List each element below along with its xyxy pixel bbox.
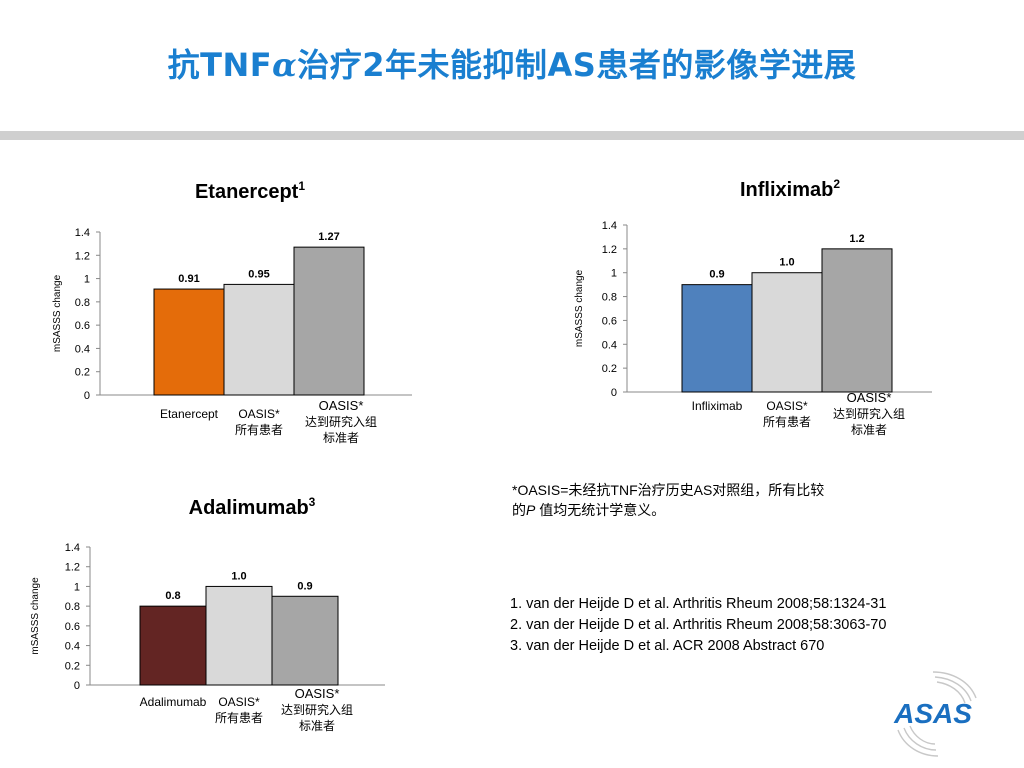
y-axis-label: mSASSS change bbox=[574, 269, 585, 347]
reference-item: 3. van der Heijde D et al. ACR 2008 Abst… bbox=[510, 638, 825, 654]
category-label: 达到研究入组 bbox=[833, 406, 905, 421]
title-suffix: 治疗2年未能抑制AS患者的影像学进展 bbox=[297, 46, 857, 84]
y-tick-label: 1 bbox=[84, 274, 90, 286]
y-axis-label: mSASSS change bbox=[30, 577, 41, 655]
chart-title-superscript: 3 bbox=[309, 495, 316, 509]
category-label: OASIS* bbox=[238, 407, 280, 421]
bar bbox=[821, 248, 893, 393]
logo-text: ASAS bbox=[893, 698, 972, 729]
footnote-line-1: *OASIS=未经抗TNF治疗历史AS对照组，所有比较 bbox=[512, 482, 825, 498]
y-tick-label: 0.8 bbox=[75, 297, 90, 309]
chart-title-text: Etanercept bbox=[195, 181, 299, 203]
chart-title-superscript: 2 bbox=[833, 177, 840, 191]
y-tick-label: 0.6 bbox=[602, 315, 617, 327]
bar-value-label: 1.0 bbox=[779, 257, 794, 269]
bar-value-label: 0.9 bbox=[709, 269, 724, 281]
y-tick-label: 0.4 bbox=[75, 343, 90, 355]
logo-swirl bbox=[897, 671, 977, 757]
chart-title-text: Adalimumab bbox=[189, 497, 309, 519]
footnote-p-symbol: P bbox=[526, 502, 536, 518]
footnote-line-2: 的P 值均无统计学意义。 bbox=[512, 500, 912, 520]
title-divider bbox=[0, 131, 1024, 140]
y-tick-label: 0.2 bbox=[602, 363, 617, 375]
y-tick-label: 1.4 bbox=[602, 220, 617, 232]
category-label: OASIS* bbox=[218, 695, 260, 709]
chart-title: Infliximab2 bbox=[740, 177, 840, 201]
y-tick-label: 0.4 bbox=[65, 641, 80, 653]
y-tick-label: 0.6 bbox=[65, 621, 80, 633]
footnote-line-2-prefix: 的 bbox=[512, 502, 526, 518]
y-tick-label: 0 bbox=[74, 680, 80, 692]
asas-logo: ASAS bbox=[893, 671, 977, 757]
category-label: 达到研究入组 bbox=[281, 702, 353, 717]
bar-value-label: 1.0 bbox=[231, 570, 246, 582]
category-label: 标准者 bbox=[299, 719, 335, 733]
category-label: OASIS* bbox=[766, 399, 808, 413]
category-label: 标准者 bbox=[323, 431, 359, 445]
y-tick-label: 1.4 bbox=[75, 227, 90, 239]
title-alpha: α bbox=[272, 46, 298, 84]
category-label: OASIS* bbox=[295, 686, 340, 701]
category-label: OASIS* bbox=[319, 398, 364, 413]
category-label: 达到研究入组 bbox=[305, 414, 377, 429]
category-label: 所有患者 bbox=[235, 423, 283, 437]
bar-value-label: 0.9 bbox=[297, 580, 312, 592]
chart-title-superscript: 1 bbox=[298, 179, 305, 193]
y-tick-label: 1 bbox=[74, 581, 80, 593]
category-label: Etanercept bbox=[160, 407, 219, 421]
chart-title: Etanercept1 bbox=[195, 179, 305, 203]
bar bbox=[681, 284, 753, 393]
y-tick-label: 0.4 bbox=[602, 339, 617, 351]
bar bbox=[153, 288, 225, 396]
references-list: 1. van der Heijde D et al. Arthritis Rhe… bbox=[510, 594, 1010, 657]
bar bbox=[223, 283, 295, 396]
chart-title: Adalimumab3 bbox=[189, 495, 316, 519]
reference-item: 2. van der Heijde D et al. Arthritis Rhe… bbox=[510, 617, 887, 633]
y-tick-label: 1 bbox=[611, 268, 617, 280]
bar-value-label: 0.91 bbox=[178, 273, 199, 285]
oasis-footnote: *OASIS=未经抗TNF治疗历史AS对照组，所有比较 的P 值均无统计学意义。 bbox=[512, 480, 912, 520]
y-tick-label: 0 bbox=[611, 387, 617, 399]
y-tick-label: 0.2 bbox=[75, 367, 90, 379]
footnote-line-2-suffix: 值均无统计学意义。 bbox=[535, 502, 666, 518]
y-tick-label: 1.4 bbox=[65, 542, 80, 554]
y-tick-label: 1.2 bbox=[602, 244, 617, 256]
category-label: Infliximab bbox=[692, 399, 743, 413]
y-tick-label: 0.8 bbox=[602, 292, 617, 304]
category-label: 所有患者 bbox=[763, 415, 811, 429]
title-prefix: 抗TNF bbox=[167, 46, 273, 84]
y-axis-label: mSASSS change bbox=[52, 274, 63, 352]
category-label: 所有患者 bbox=[215, 711, 263, 725]
bar bbox=[139, 605, 207, 686]
category-label: OASIS* bbox=[847, 390, 892, 405]
bar-value-label: 1.2 bbox=[849, 233, 864, 245]
y-tick-label: 0.2 bbox=[65, 660, 80, 672]
bar bbox=[751, 272, 823, 393]
bar-value-label: 0.95 bbox=[248, 268, 269, 280]
bar bbox=[293, 246, 365, 396]
y-tick-label: 0.8 bbox=[65, 601, 80, 613]
category-label: Adalimumab bbox=[140, 695, 207, 709]
bar bbox=[271, 595, 339, 686]
chart-title-text: Infliximab bbox=[740, 179, 833, 201]
bar-value-label: 0.8 bbox=[165, 590, 180, 602]
y-tick-label: 0 bbox=[84, 390, 90, 402]
y-tick-label: 0.6 bbox=[75, 320, 90, 332]
y-tick-label: 1.2 bbox=[65, 562, 80, 574]
slide-title: 抗TNFα治疗2年未能抑制AS患者的影像学进展 bbox=[0, 40, 1024, 86]
bar-value-label: 1.27 bbox=[318, 231, 339, 243]
bar bbox=[205, 585, 273, 686]
category-label: 标准者 bbox=[851, 423, 887, 437]
y-tick-label: 1.2 bbox=[75, 250, 90, 262]
reference-item: 1. van der Heijde D et al. Arthritis Rhe… bbox=[510, 596, 887, 612]
